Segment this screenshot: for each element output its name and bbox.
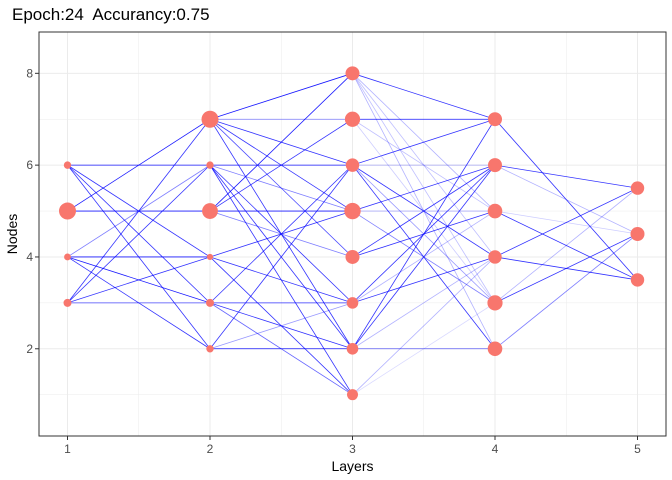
node-point bbox=[206, 298, 214, 307]
edge-line bbox=[352, 72, 496, 120]
y-axis-title: Nodes bbox=[4, 214, 20, 254]
y-tick-label: 2 bbox=[26, 342, 33, 356]
node-point bbox=[345, 66, 360, 81]
node-point bbox=[59, 202, 76, 220]
node-point bbox=[488, 112, 502, 127]
edge-line bbox=[352, 73, 496, 258]
edge-line bbox=[494, 233, 638, 350]
edge-line bbox=[209, 164, 353, 212]
edge-line bbox=[352, 256, 496, 350]
edge-line bbox=[352, 164, 496, 258]
node-point bbox=[206, 253, 214, 261]
edge-line bbox=[352, 118, 496, 166]
node-point bbox=[630, 227, 645, 241]
node-point bbox=[344, 111, 361, 127]
edge-line bbox=[209, 164, 353, 304]
x-tick-label: 1 bbox=[64, 442, 71, 456]
axis-layer: 1 2 3 4 5 2 4 6 8 bbox=[26, 66, 641, 456]
edge-line bbox=[209, 302, 353, 350]
node-point bbox=[344, 202, 361, 220]
x-tick-label: 3 bbox=[349, 442, 356, 456]
node-point bbox=[630, 273, 645, 287]
x-tick-label: 5 bbox=[634, 442, 641, 456]
edge-line bbox=[352, 164, 496, 212]
node-point bbox=[487, 295, 503, 311]
edge-line bbox=[209, 118, 353, 212]
edge-line bbox=[209, 73, 353, 212]
edge-line bbox=[209, 302, 353, 350]
node-point bbox=[487, 203, 503, 219]
node-point bbox=[630, 181, 645, 195]
edge-line bbox=[67, 118, 211, 212]
edge-line bbox=[209, 72, 353, 120]
node-point bbox=[63, 298, 72, 307]
edge-line bbox=[67, 256, 211, 304]
edge-line bbox=[209, 256, 353, 304]
y-tick-label: 8 bbox=[26, 66, 33, 80]
node-layer bbox=[59, 66, 645, 401]
edge-line bbox=[494, 187, 638, 258]
node-point bbox=[346, 297, 359, 309]
node-point bbox=[63, 161, 72, 169]
node-point bbox=[487, 341, 503, 357]
y-tick-label: 4 bbox=[26, 250, 33, 264]
node-point bbox=[345, 249, 360, 264]
edge-line bbox=[352, 256, 496, 304]
edge-line bbox=[352, 302, 496, 396]
node-point bbox=[64, 253, 71, 261]
x-axis-title: Layers bbox=[331, 458, 373, 474]
node-point bbox=[488, 158, 502, 173]
edge-layer bbox=[67, 72, 638, 396]
node-point bbox=[206, 345, 214, 353]
chart-title: Epoch:24 Accurancy:0.75 bbox=[12, 5, 210, 24]
node-point bbox=[202, 203, 218, 219]
edge-line bbox=[494, 164, 638, 189]
node-point bbox=[206, 161, 214, 169]
edge-line bbox=[67, 164, 211, 304]
node-point bbox=[201, 110, 219, 128]
edge-line bbox=[67, 118, 211, 304]
grid-layer bbox=[39, 32, 666, 436]
node-point bbox=[488, 250, 502, 264]
node-point bbox=[347, 389, 358, 401]
node-point bbox=[345, 158, 360, 172]
x-tick-label: 2 bbox=[207, 442, 214, 456]
edge-line bbox=[352, 164, 496, 350]
edge-line bbox=[494, 164, 638, 235]
edge-line bbox=[209, 164, 353, 350]
y-tick-label: 6 bbox=[26, 158, 33, 172]
edge-line bbox=[494, 187, 638, 304]
edge-line bbox=[494, 210, 638, 281]
node-point bbox=[346, 342, 359, 355]
x-tick-label: 4 bbox=[492, 442, 499, 456]
edge-line bbox=[352, 119, 496, 349]
edge-line bbox=[494, 233, 638, 304]
edge-line bbox=[352, 256, 496, 395]
